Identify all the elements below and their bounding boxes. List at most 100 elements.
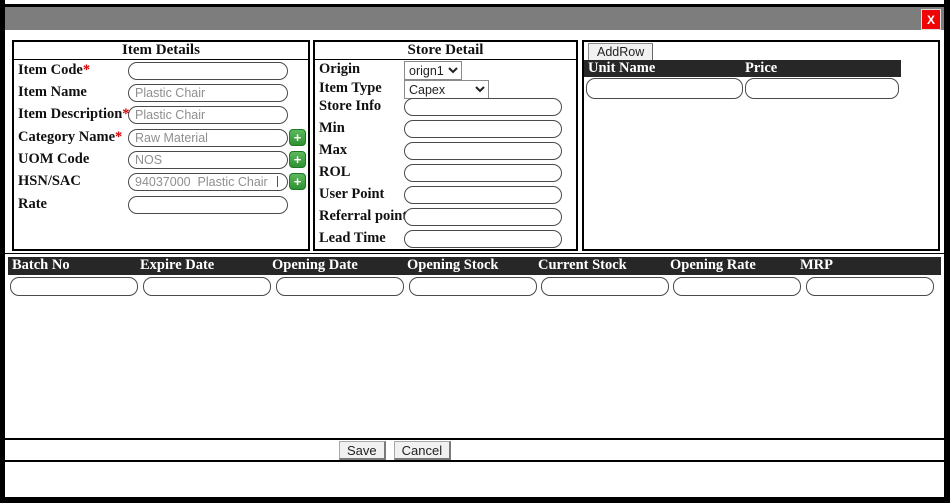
unit-price-body: AddRow Unit Name Price <box>584 43 938 249</box>
plus-icon: + <box>293 130 302 145</box>
save-button[interactable]: Save <box>339 441 386 460</box>
batch-table-row <box>8 277 941 299</box>
item-type-select[interactable]: Capex <box>404 80 489 99</box>
hsn-sac-row: HSN/SAC + <box>14 173 308 191</box>
min-row: Min <box>315 120 576 138</box>
uom-code-label: UOM Code <box>18 151 90 167</box>
referral-point-label: Referral point <box>319 208 408 224</box>
referral-point-input[interactable] <box>404 208 562 226</box>
store-detail-body: Origin orign1 Item Type Capex Store Info… <box>315 61 576 249</box>
store-detail-title: Store Detail <box>315 42 576 60</box>
dialog-border-top <box>0 4 950 7</box>
category-name-input[interactable] <box>128 129 288 147</box>
item-details-title: Item Details <box>14 42 308 60</box>
item-details-body: Item Code* Item Name Item Description* C… <box>14 61 308 249</box>
mrp-input[interactable] <box>806 277 934 296</box>
lead-time-label: Lead Time <box>319 230 386 246</box>
rate-input[interactable] <box>128 196 288 214</box>
opening-rate-column-header: Opening Rate <box>670 257 756 273</box>
item-name-row: Item Name <box>14 84 308 102</box>
item-description-row: Item Description* <box>14 106 308 124</box>
origin-row: Origin orign1 <box>315 61 576 80</box>
text-cursor <box>277 176 278 187</box>
user-point-label: User Point <box>319 186 385 202</box>
batch-no-input[interactable] <box>10 277 138 296</box>
price-input[interactable] <box>745 78 899 99</box>
expire-date-column-header: Expire Date <box>140 257 215 273</box>
dialog-titlebar[interactable]: X <box>5 7 944 30</box>
mrp-column-header: MRP <box>800 257 834 273</box>
category-name-row: Category Name* + <box>14 129 308 147</box>
user-point-input[interactable] <box>404 186 562 204</box>
background-page-text: Name <box>32 0 122 4</box>
footer-divider-top <box>5 438 944 440</box>
batch-table-header: Batch No Expire Date Opening Date Openin… <box>8 257 941 275</box>
max-label: Max <box>319 142 348 158</box>
required-asterisk: * <box>122 106 130 122</box>
referral-point-row: Referral point <box>315 208 576 226</box>
hsn-sac-input[interactable] <box>128 173 288 191</box>
batch-no-column-header: Batch No <box>12 257 70 273</box>
add-uom-button[interactable]: + <box>289 151 306 168</box>
footer-buttons: Save Cancel <box>339 441 452 460</box>
max-input[interactable] <box>404 142 562 160</box>
footer-divider-bottom <box>5 460 944 462</box>
opening-date-column-header: Opening Date <box>272 257 358 273</box>
dialog-border-bottom <box>0 497 950 503</box>
rol-row: ROL <box>315 164 576 182</box>
uom-code-input[interactable] <box>128 151 288 169</box>
item-name-input[interactable] <box>128 84 288 102</box>
opening-stock-column-header: Opening Stock <box>407 257 499 273</box>
store-info-row: Store Info <box>315 98 576 116</box>
addrow-button[interactable]: AddRow <box>588 43 654 61</box>
store-info-label: Store Info <box>319 98 382 114</box>
origin-select[interactable]: orign1 <box>404 61 462 80</box>
min-input[interactable] <box>404 120 562 138</box>
category-name-label: Category Name* <box>18 129 123 145</box>
current-stock-input[interactable] <box>541 277 669 296</box>
store-info-input[interactable] <box>404 98 562 116</box>
dialog-border-right <box>944 0 950 503</box>
item-type-row: Item Type Capex <box>315 80 576 99</box>
unit-price-panel: AddRow Unit Name Price <box>582 40 940 251</box>
current-stock-column-header: Current Stock <box>538 257 627 273</box>
uom-code-row: UOM Code + <box>14 151 308 169</box>
cancel-button[interactable]: Cancel <box>393 441 452 460</box>
item-code-row: Item Code* <box>14 62 308 80</box>
opening-date-input[interactable] <box>276 277 404 296</box>
item-description-label: Item Description* <box>18 106 130 122</box>
rate-row: Rate <box>14 196 308 214</box>
plus-icon: + <box>293 174 302 189</box>
rol-input[interactable] <box>404 164 562 182</box>
lead-time-input[interactable] <box>404 230 562 248</box>
unit-price-header: Unit Name Price <box>584 60 901 77</box>
dialog-border-left <box>0 0 5 503</box>
opening-rate-input[interactable] <box>673 277 801 296</box>
add-hsn-button[interactable]: + <box>289 173 306 190</box>
opening-stock-input[interactable] <box>409 277 537 296</box>
price-column-header: Price <box>745 60 778 76</box>
user-point-row: User Point <box>315 186 576 204</box>
close-button[interactable]: X <box>921 9 941 30</box>
rol-label: ROL <box>319 164 351 180</box>
item-details-panel: Item Details Item Code* Item Name Item D… <box>12 40 310 251</box>
item-description-input[interactable] <box>128 106 288 124</box>
unit-name-column-header: Unit Name <box>588 60 656 76</box>
unit-name-input[interactable] <box>586 78 743 99</box>
item-type-label: Item Type <box>319 80 382 96</box>
rate-label: Rate <box>18 196 47 212</box>
item-code-input[interactable] <box>128 62 288 80</box>
expire-date-input[interactable] <box>143 277 271 296</box>
plus-icon: + <box>293 152 302 167</box>
item-name-label: Item Name <box>18 84 87 100</box>
item-code-label: Item Code* <box>18 62 91 78</box>
section-divider <box>5 253 944 254</box>
min-label: Min <box>319 120 345 136</box>
hsn-sac-label: HSN/SAC <box>18 173 81 189</box>
origin-label: Origin <box>319 61 361 77</box>
required-asterisk: * <box>115 129 123 145</box>
store-detail-panel: Store Detail Origin orign1 Item Type Cap… <box>313 40 578 251</box>
lead-time-row: Lead Time <box>315 230 576 248</box>
add-category-button[interactable]: + <box>289 129 306 146</box>
